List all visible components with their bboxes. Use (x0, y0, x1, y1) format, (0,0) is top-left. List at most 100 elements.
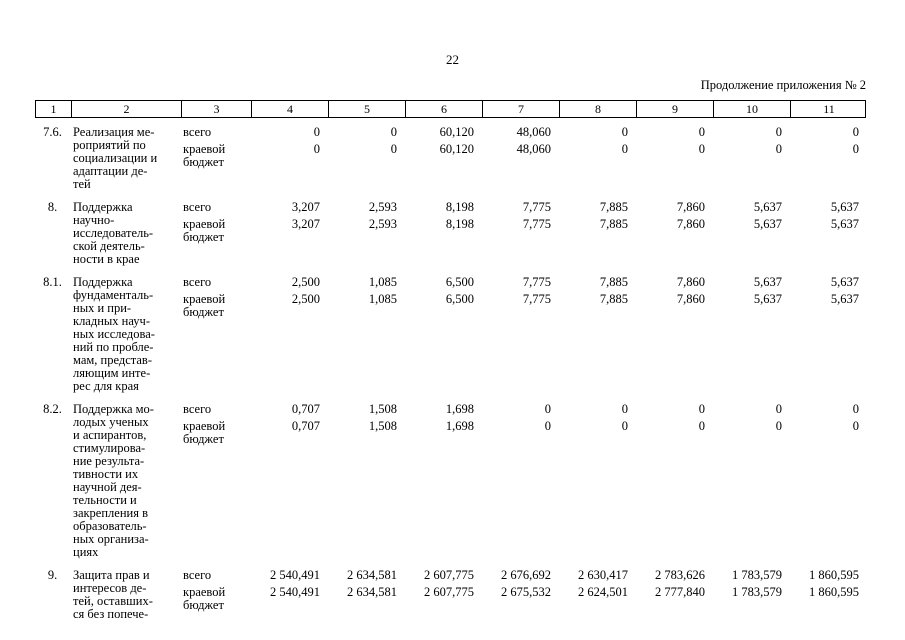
value-cell: 7,860 7,860 (635, 201, 712, 266)
budget-total-label: всего (183, 568, 212, 582)
regional-value: 2 634,581 (347, 585, 397, 599)
row-title: Поддержка фундаменталь- ных и при- кладн… (73, 275, 155, 393)
table-row: 7.6. Реализация ме- роприятий по социализ… (35, 126, 866, 191)
regional-value: 7,775 (522, 217, 551, 231)
column-header-11: 11 (790, 101, 867, 117)
total-value: 7,860 (676, 275, 705, 289)
regional-value: 7,860 (676, 217, 705, 231)
total-value: 2 676,692 (501, 568, 551, 582)
budget-label-cell: всего краевой бюджет (180, 201, 250, 266)
row-title: Поддержка мо- лодых ученых и аспирантов,… (73, 402, 154, 559)
total-value: 0 (698, 402, 705, 416)
total-value: 48,060 (516, 125, 551, 139)
budget-total-label: всего (183, 275, 212, 289)
table-row: 9. Защита прав и интересов де- тей, остав… (35, 569, 866, 621)
regional-value: 0 (852, 142, 859, 156)
regional-value: 1 860,595 (809, 585, 859, 599)
value-cell: 2,500 2,500 (250, 276, 327, 393)
regional-value: 2 777,840 (655, 585, 705, 599)
total-value: 0 (313, 125, 320, 139)
column-header-1: 1 (50, 102, 57, 116)
budget-label-cell: всего краевой бюджет (180, 403, 250, 559)
row-number: 7.6. (43, 125, 62, 139)
column-header-4: 4 (251, 101, 328, 117)
page-number: 22 (446, 52, 459, 67)
total-value: 5,637 (753, 275, 782, 289)
total-value: 1,698 (445, 402, 474, 416)
total-value: 0 (544, 402, 551, 416)
total-value: 8,198 (445, 200, 474, 214)
budget-label-cell: всего краевой бюджет (180, 569, 250, 621)
table-body: 7.6. Реализация ме- роприятий по социализ… (35, 126, 905, 621)
value-cell: 2 630,417 2 624,501 (558, 569, 635, 621)
column-header-3: 3 (181, 101, 251, 117)
column-header-10: 10 (713, 101, 790, 117)
value-cell: 5,637 5,637 (712, 276, 789, 393)
regional-value: 2 624,501 (578, 585, 628, 599)
row-title: Реализация ме- роприятий по социализации… (73, 125, 158, 191)
total-value: 5,637 (753, 200, 782, 214)
regional-value: 0 (775, 419, 782, 433)
regional-value: 7,885 (599, 292, 628, 306)
total-value: 7,885 (599, 200, 628, 214)
regional-value: 0 (621, 142, 628, 156)
regional-value: 5,637 (830, 292, 859, 306)
total-value: 0 (390, 125, 397, 139)
value-cell: 8,198 8,198 (404, 201, 481, 266)
column-header-8: 8 (559, 101, 636, 117)
value-cell: 1,085 1,085 (327, 276, 404, 393)
row-title: Поддержка научно- исследователь- ской де… (73, 200, 154, 266)
regional-value: 0 (775, 142, 782, 156)
budget-regional-label: краевой бюджет (183, 142, 226, 169)
budget-total-label: всего (183, 200, 212, 214)
total-value: 0 (775, 402, 782, 416)
regional-value: 1 783,579 (732, 585, 782, 599)
regional-value: 6,500 (445, 292, 474, 306)
value-cell: 7,775 7,775 (481, 276, 558, 393)
column-header-9: 9 (636, 101, 713, 117)
row-number: 9. (47, 568, 58, 582)
value-cell: 1,508 1,508 (327, 403, 404, 559)
total-value: 2 540,491 (270, 568, 320, 582)
budget-total-label: всего (183, 402, 212, 416)
value-cell: 7,775 7,775 (481, 201, 558, 266)
value-cell: 60,120 60,120 (404, 126, 481, 191)
value-cell: 2 783,626 2 777,840 (635, 569, 712, 621)
regional-value: 0 (698, 142, 705, 156)
value-cell: 1,698 1,698 (404, 403, 481, 559)
column-header-5: 5 (328, 101, 405, 117)
regional-value: 2,500 (291, 292, 320, 306)
total-value: 5,637 (830, 200, 859, 214)
value-cell: 1 783,579 1 783,579 (712, 569, 789, 621)
row-number: 8.1. (43, 275, 62, 289)
regional-value: 3,207 (291, 217, 320, 231)
total-value: 2,500 (291, 275, 320, 289)
regional-value: 48,060 (516, 142, 551, 156)
table-row: 8.1. Поддержка фундаменталь- ных и при- к… (35, 276, 866, 393)
regional-value: 5,637 (830, 217, 859, 231)
value-cell: 2 607,775 2 607,775 (404, 569, 481, 621)
total-value: 60,120 (439, 125, 474, 139)
regional-value: 0 (390, 142, 397, 156)
total-value: 7,860 (676, 200, 705, 214)
value-cell: 48,060 48,060 (481, 126, 558, 191)
value-cell: 3,207 3,207 (250, 201, 327, 266)
regional-value: 7,885 (599, 217, 628, 231)
value-cell: 0,707 0,707 (250, 403, 327, 559)
value-cell: 7,860 7,860 (635, 276, 712, 393)
budget-regional-label: краевой бюджет (183, 585, 226, 612)
total-value: 1 860,595 (809, 568, 859, 582)
total-value: 0 (621, 125, 628, 139)
total-value: 7,775 (522, 200, 551, 214)
column-header-7: 7 (482, 101, 559, 117)
value-cell: 2 676,692 2 675,532 (481, 569, 558, 621)
total-value: 2 634,581 (347, 568, 397, 582)
